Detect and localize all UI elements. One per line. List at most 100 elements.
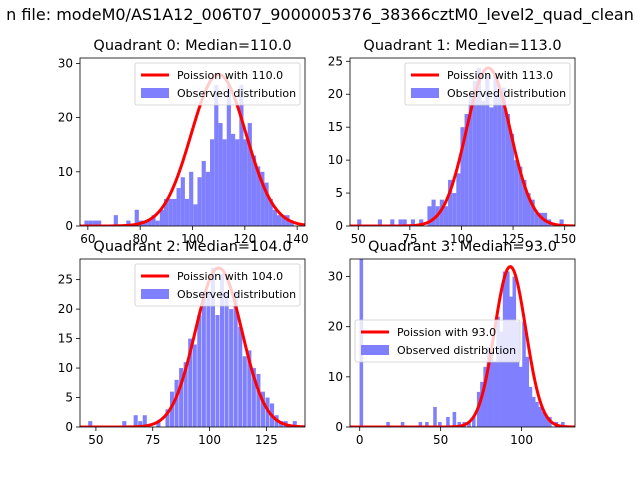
histogram-bar <box>179 368 184 427</box>
histogram-bar <box>281 215 286 226</box>
histogram-bar <box>493 361 497 427</box>
histogram-bar <box>485 74 490 226</box>
legend-label-observed: Observed distribution <box>177 87 296 100</box>
histogram-bar <box>210 267 215 427</box>
histogram-bar <box>243 139 248 226</box>
legend-bar-swatch <box>411 88 439 98</box>
histogram-bar <box>464 114 469 226</box>
histogram-bar <box>222 139 227 226</box>
histogram-bar <box>522 321 526 427</box>
histogram-bar <box>497 94 502 226</box>
histogram-bar <box>489 351 494 427</box>
histogram-bar <box>229 309 234 427</box>
histogram-bar <box>402 219 407 226</box>
histogram-bar <box>472 81 477 226</box>
subplot-quadrant-0: 60 80 100 120 140 0 10 20 30 Poission with 110.0 O… <box>58 38 309 246</box>
histogram-bar <box>256 166 261 226</box>
histogram-bar <box>88 421 93 427</box>
y-tick-label: 0 <box>335 219 343 233</box>
histogram-bar <box>289 220 294 226</box>
histogram-bar <box>247 350 252 427</box>
x-tick-label: 100 <box>198 433 221 447</box>
y-tick-label: 0 <box>65 420 73 434</box>
plot-area <box>80 266 305 427</box>
y-tick-label: 20 <box>58 302 73 316</box>
x-tick-label: 125 <box>255 433 278 447</box>
histogram-bar <box>201 291 206 427</box>
legend-label-observed: Observed distribution <box>177 288 296 301</box>
histogram-bar <box>84 220 89 226</box>
histogram-bar <box>165 409 170 427</box>
legend-box <box>404 62 571 106</box>
histogram-bar <box>438 421 442 427</box>
histogram-bar <box>251 368 256 427</box>
y-tick-label: 0 <box>335 420 343 434</box>
histogram-bar <box>377 219 382 226</box>
histogram-bar <box>514 160 519 226</box>
histogram-bar <box>476 67 482 226</box>
y-tick-label: 10 <box>58 165 73 179</box>
histogram-bar <box>518 366 523 427</box>
histogram-bar <box>544 416 549 427</box>
histogram-bar <box>147 220 152 226</box>
y-tick-label: 25 <box>58 273 73 287</box>
histogram-bar <box>220 273 225 427</box>
histogram-bar <box>472 416 476 427</box>
histogram-bar <box>97 220 102 226</box>
histogram-bar <box>452 411 457 427</box>
figure-suptitle: n file: modeM0/AS1A12_006T07_9000005376_… <box>6 5 634 25</box>
histogram-bar <box>456 173 461 226</box>
histogram-bar <box>439 199 444 226</box>
histogram-bar <box>192 344 197 427</box>
x-tick-label: 50 <box>351 232 366 246</box>
histogram-bar <box>460 127 465 226</box>
legend-box <box>134 62 301 106</box>
histogram-bar <box>184 198 190 226</box>
histogram-bar <box>427 206 432 226</box>
y-tick-label: 20 <box>328 87 343 101</box>
histogram-bar <box>530 199 535 226</box>
histogram-bar <box>151 215 156 226</box>
legend: Poission with 104.0 Observed distribution <box>134 263 301 307</box>
histogram-bar <box>230 133 236 226</box>
legend-bar-swatch <box>361 345 389 355</box>
histogram-bar <box>133 415 138 427</box>
histogram-bar <box>531 396 536 427</box>
histogram-bar <box>431 199 436 226</box>
legend-bar-swatch <box>141 88 169 98</box>
y-tick-label: 30 <box>328 270 343 284</box>
y-tick-label: 10 <box>328 370 343 384</box>
histogram-bar <box>480 381 484 427</box>
histogram-bar <box>467 421 471 427</box>
histogram-bar <box>538 406 542 427</box>
plot-area <box>80 72 305 226</box>
subplot-title: Quadrant 3: Median=93.0 <box>368 239 557 255</box>
histogram-bar <box>247 123 252 226</box>
histogram-bar <box>468 94 473 226</box>
axes-frame <box>349 258 576 428</box>
histogram-bar <box>174 379 179 427</box>
x-tick-label: 60 <box>80 232 95 246</box>
subplot-quadrant-2: 50 75 100 125 0 5 10 15 20 25 Poission with 104.0 O… <box>58 239 306 447</box>
y-tick-label: 5 <box>65 391 73 405</box>
histogram-bar <box>239 85 244 226</box>
histogram-bar <box>242 356 247 427</box>
histogram-bar <box>272 209 278 226</box>
histogram-bar <box>256 373 261 427</box>
histogram-bar <box>172 198 177 226</box>
histogram-bar <box>457 421 462 427</box>
histogram-bar <box>357 219 362 226</box>
histogram-bar <box>499 331 504 427</box>
histogram-bar <box>446 416 450 427</box>
histogram-bar <box>418 421 423 427</box>
histogram-bar <box>189 171 194 226</box>
histogram-bar <box>206 291 211 427</box>
legend-label-observed: Observed distribution <box>447 87 566 100</box>
legend-bar-swatch <box>141 289 169 299</box>
histogram-bar <box>210 139 215 226</box>
histogram-bar <box>559 219 564 226</box>
histogram-bar <box>501 87 506 226</box>
histogram-bar <box>197 177 202 226</box>
histogram-bar <box>201 160 206 226</box>
histogram-bar <box>489 107 494 226</box>
